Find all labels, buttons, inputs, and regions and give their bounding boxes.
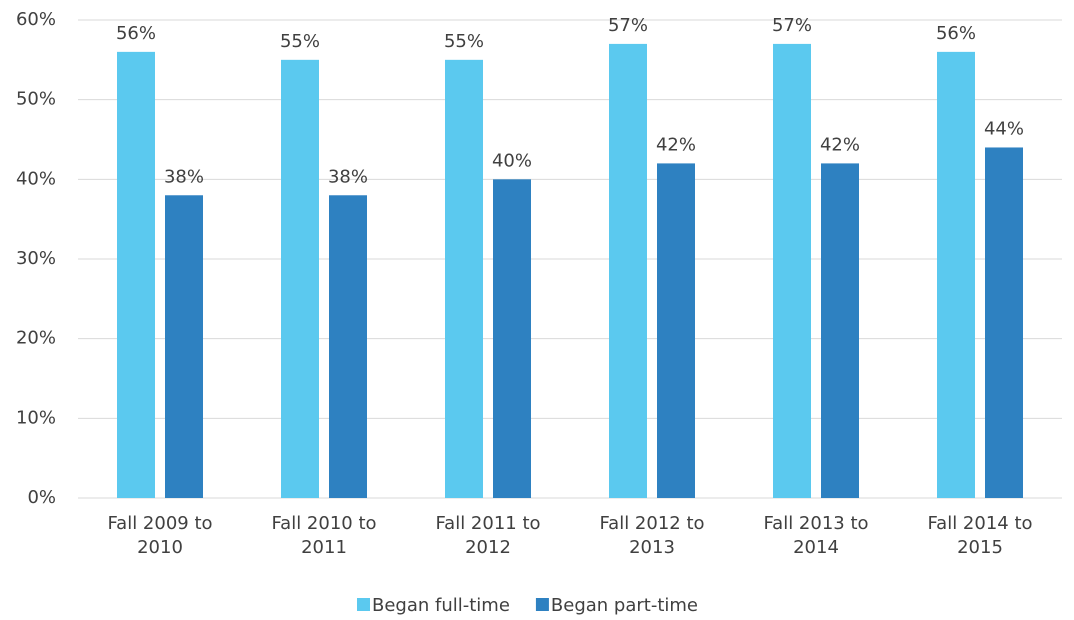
- legend-swatch: [357, 598, 370, 611]
- legend-label: Began full-time: [372, 595, 510, 616]
- y-tick-label: 60%: [16, 9, 56, 30]
- data-label: 44%: [984, 118, 1024, 139]
- bar: [165, 195, 203, 498]
- data-label: 40%: [492, 150, 532, 171]
- data-label: 55%: [280, 31, 320, 52]
- legend-swatch: [535, 598, 549, 611]
- data-label: 42%: [656, 134, 696, 155]
- y-tick-label: 40%: [16, 168, 56, 189]
- bar: [821, 163, 859, 498]
- data-label: 38%: [328, 166, 368, 187]
- data-label: 57%: [772, 15, 812, 36]
- y-tick-label: 30%: [16, 248, 56, 269]
- data-label: 56%: [116, 23, 156, 44]
- bar: [329, 195, 367, 498]
- data-label: 42%: [820, 134, 860, 155]
- x-tick-label: Fall 2012 to 2013: [599, 513, 705, 558]
- y-tick-label: 10%: [16, 407, 56, 428]
- bar: [117, 51, 155, 498]
- y-tick-label: 0%: [27, 487, 56, 508]
- bar: [773, 43, 811, 499]
- data-label: 38%: [164, 166, 204, 187]
- x-tick-label: Fall 2013 to 2014: [763, 513, 869, 558]
- bar: [445, 59, 483, 498]
- bar: [281, 59, 319, 498]
- bar: [985, 147, 1023, 498]
- x-tick-label: Fall 2009 to 2010: [107, 513, 213, 558]
- data-label: 56%: [936, 23, 976, 44]
- bar: [609, 43, 647, 499]
- bar: [657, 163, 695, 498]
- y-tick-label: 20%: [16, 328, 56, 349]
- x-tick-label: Fall 2014 to 2015: [927, 513, 1033, 558]
- data-label: 57%: [608, 15, 648, 36]
- x-tick-label: Fall 2010 to 2011: [271, 513, 377, 558]
- bar: [937, 51, 975, 498]
- bar: [493, 179, 531, 499]
- x-tick-label: Fall 2011 to 2012: [435, 513, 541, 558]
- legend-label: Began part-time: [551, 595, 698, 616]
- y-tick-label: 50%: [16, 89, 56, 110]
- data-label: 55%: [444, 31, 484, 52]
